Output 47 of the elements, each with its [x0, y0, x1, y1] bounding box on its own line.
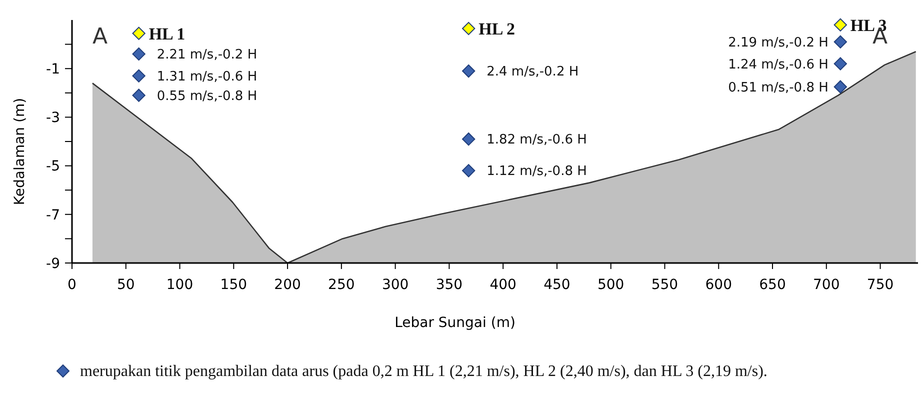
text: merupakan titik pengambilan data arus (pada 0,2 m HL 1 (2,21 m/s), HL 2 (2,40 m/s), dan HL 3 (2,19 m/s).: [80, 363, 768, 380]
data-label: 2.21 m/s,-0.2 H: [156, 48, 258, 63]
y-tick-label: -3: [46, 110, 60, 126]
point: [462, 132, 476, 146]
y-tick-label: -7: [46, 207, 60, 224]
x-tick-label: 500: [597, 277, 624, 293]
point: [462, 64, 476, 78]
data-label: 0.51 m/s,-0.8 H: [728, 80, 828, 96]
data-label: 1.31 m/s,-0.6 H: [156, 69, 258, 84]
point: [834, 80, 847, 94]
data-label: 2.19 m/s,-0.2 H: [728, 35, 828, 50]
x-tick-label: 350: [436, 277, 463, 293]
x-tick-label: 400: [490, 277, 516, 293]
point: [834, 57, 847, 70]
point: [834, 18, 847, 32]
point: [132, 69, 146, 82]
x-tick-label: 600: [705, 277, 732, 293]
x-tick-label: 150: [220, 277, 248, 293]
annotation: A: [92, 24, 108, 50]
y-axis-title: Kedalaman (m): [12, 98, 28, 206]
x-tick-label: 300: [382, 277, 409, 293]
x-tick-label: 700: [813, 277, 840, 293]
data-label: 1.82 m/s,-0.6 H: [486, 132, 587, 148]
data-label: 2.4 m/s,-0.2 H: [486, 64, 579, 80]
x-axis-title: Lebar Sungai (m): [394, 315, 516, 331]
x-tick-label: 50: [116, 277, 135, 293]
point: [132, 88, 146, 102]
y-tick-label: -5: [46, 158, 60, 175]
data-label: HL 1: [148, 24, 186, 44]
x-tick-label: 0: [68, 277, 76, 293]
x-tick-label: 650: [759, 277, 786, 293]
point: [462, 164, 476, 178]
data-label: 0.55 m/s,-0.8 H: [156, 88, 258, 104]
x-tick-label: 450: [544, 277, 570, 293]
point: [132, 26, 146, 40]
x-tick-label: 100: [166, 277, 194, 293]
y-tick-label: -1: [46, 62, 60, 78]
x-tick-label: 550: [651, 277, 678, 293]
x-tick-label: 750: [866, 277, 894, 293]
data-label: 1.24 m/s,-0.6 H: [728, 57, 828, 72]
point: [462, 22, 476, 36]
y-tick-label: -9: [46, 256, 60, 272]
x-tick-label: 250: [328, 277, 355, 293]
data-label: HL 2: [478, 19, 515, 38]
point: [834, 35, 847, 48]
data-label: 1.12 m/s,-0.8 H: [486, 164, 587, 180]
x-tick-label: 200: [274, 277, 301, 293]
